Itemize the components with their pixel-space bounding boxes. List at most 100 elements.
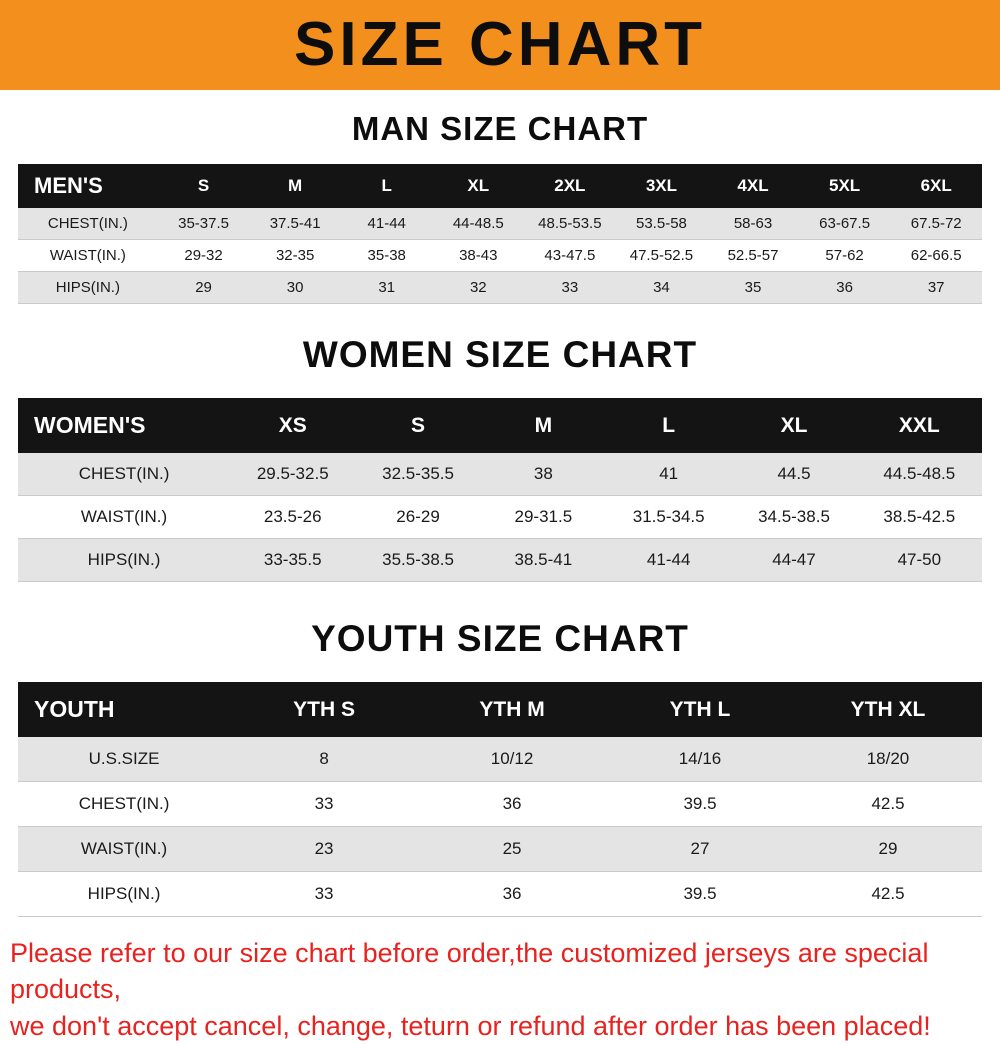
column-header: WOMEN'S <box>18 398 231 453</box>
table-cell: 42.5 <box>871 794 905 813</box>
column-header: L <box>340 164 433 208</box>
row-label: HIPS(IN.) <box>87 550 161 569</box>
column-header: L <box>606 398 732 453</box>
table-cell: 38.5-41 <box>514 550 573 569</box>
table-cell: 33 <box>314 794 334 813</box>
footer-note: Please refer to our size chart before or… <box>10 935 990 1044</box>
table-cell: 53.5-58 <box>636 215 687 232</box>
table-header-row: MEN'S S M L XL 2XL 3XL 4XL 5XL 6XL <box>18 164 982 208</box>
table-cell: 37.5-41 <box>269 215 321 232</box>
table-cell: 23 <box>314 839 334 858</box>
row-label: WAIST(IN.) <box>80 507 168 526</box>
section-heading-youth: YOUTH SIZE CHART <box>311 618 689 659</box>
row-label: HIPS(IN.) <box>55 279 120 296</box>
table-cell: 34 <box>653 279 670 296</box>
table-cell: 23.5-26 <box>263 507 322 526</box>
column-header: YTH L <box>606 682 794 737</box>
column-header: M <box>480 398 607 453</box>
table-row: WAIST(IN.) 29-32 32-35 35-38 38-43 43-47… <box>18 239 982 272</box>
table-row: CHEST(IN.) 35-37.5 37.5-41 41-44 44-48.5… <box>18 208 982 240</box>
table-cell: 32.5-35.5 <box>382 464 454 483</box>
section-heading-women: WOMEN SIZE CHART <box>302 334 698 375</box>
table-cell: 41 <box>659 464 679 483</box>
table-cell: 29-31.5 <box>514 507 573 526</box>
table-cell: 44.5 <box>777 464 811 483</box>
column-header: YTH XL <box>793 682 982 737</box>
row-label: WAIST(IN.) <box>49 247 126 264</box>
column-header: 3XL <box>615 164 708 208</box>
table-cell: 36 <box>502 794 522 813</box>
table-row: CHEST(IN.) 29.5-32.5 32.5-35.5 38 41 44.… <box>18 453 982 496</box>
table-cell: 29 <box>878 839 898 858</box>
table-cell: 38 <box>533 464 553 483</box>
table-cell: 35.5-38.5 <box>382 550 454 569</box>
table-cell: 32-35 <box>275 247 315 264</box>
table-cell: 18/20 <box>866 749 910 768</box>
section-heading-man: MAN SIZE CHART <box>351 110 649 147</box>
column-header: YTH S <box>230 682 419 737</box>
table-cell: 31.5-34.5 <box>632 507 705 526</box>
table-cell: 25 <box>502 839 522 858</box>
table-cell: 35-37.5 <box>178 215 229 232</box>
table-cell: 44-47 <box>772 550 816 569</box>
table-cell: 38-43 <box>459 247 498 264</box>
table-row: CHEST(IN.) 33 36 39.5 42.5 <box>18 781 982 827</box>
row-label: CHEST(IN.) <box>47 215 128 232</box>
table-cell: 47.5-52.5 <box>629 247 694 264</box>
column-header: 6XL <box>890 164 982 208</box>
table-row: WAIST(IN.) 23 25 27 29 <box>18 826 982 872</box>
column-header: YTH M <box>418 682 607 737</box>
row-label: U.S.SIZE <box>88 749 160 768</box>
column-header: XL <box>432 164 525 208</box>
table-cell: 37 <box>927 279 945 296</box>
row-label: HIPS(IN.) <box>87 884 161 903</box>
footer-note-line-1: Please refer to our size chart before or… <box>10 938 929 1005</box>
table-cell: 30 <box>286 279 304 296</box>
table-row: HIPS(IN.) 33 36 39.5 42.5 <box>18 871 982 917</box>
table-cell: 41-44 <box>646 550 691 569</box>
table-cell: 33-35.5 <box>263 550 322 569</box>
footer-note-line-2: we don't accept cancel, change, teturn o… <box>10 1010 931 1041</box>
row-label: CHEST(IN.) <box>78 464 170 483</box>
table-cell: 62-66.5 <box>910 247 962 264</box>
table-cell: 44-48.5 <box>452 215 504 232</box>
column-header: YOUTH <box>18 682 231 737</box>
table-cell: 43-47.5 <box>544 247 596 264</box>
row-label: WAIST(IN.) <box>80 839 168 858</box>
table-cell: 52.5-57 <box>727 247 779 264</box>
column-header: MEN'S <box>18 164 158 208</box>
table-cell: 35-38 <box>367 247 406 264</box>
table-cell: 47-50 <box>897 550 942 569</box>
table-cell: 33 <box>561 279 579 296</box>
table-cell: 58-63 <box>733 215 773 232</box>
table-header-row: YOUTH YTH S YTH M YTH L YTH XL <box>18 682 982 737</box>
table-cell: 39.5 <box>683 884 717 903</box>
table-cell: 36 <box>502 884 522 903</box>
table-header-row: WOMEN'S XS S M L XL XXL <box>18 398 982 453</box>
column-header: XL <box>731 398 857 453</box>
table-cell: 10/12 <box>490 749 534 768</box>
column-header: M <box>249 164 341 208</box>
size-chart-banner: SIZE CHART <box>0 0 1000 90</box>
table-cell: 36 <box>836 279 853 296</box>
table-row: U.S.SIZE 8 10/12 14/16 18/20 <box>18 737 982 782</box>
man-size-table: MEN'S S M L XL 2XL 3XL 4XL 5XL 6XL CHEST… <box>18 164 982 304</box>
table-cell: 44.5-48.5 <box>883 464 956 483</box>
table-cell: 63-67.5 <box>819 215 871 232</box>
table-cell: 35 <box>744 279 762 296</box>
table-cell: 27 <box>690 839 710 858</box>
table-cell: 29 <box>195 279 212 296</box>
women-size-table: WOMEN'S XS S M L XL XXL CHEST(IN.) 29.5-… <box>18 398 982 582</box>
column-header: 5XL <box>798 164 891 208</box>
row-label: CHEST(IN.) <box>78 794 170 813</box>
table-cell: 67.5-72 <box>910 215 962 232</box>
table-cell: 31 <box>378 279 396 296</box>
table-row: HIPS(IN.) 29 30 31 32 33 34 35 36 37 <box>18 271 982 304</box>
column-header: XS <box>230 398 356 453</box>
table-cell: 29.5-32.5 <box>256 464 329 483</box>
table-cell: 34.5-38.5 <box>758 507 830 526</box>
table-cell: 38.5-42.5 <box>883 507 956 526</box>
youth-size-table: YOUTH YTH S YTH M YTH L YTH XL U.S.SIZE … <box>18 682 982 917</box>
column-header: XXL <box>856 398 982 453</box>
table-cell: 8 <box>319 749 329 768</box>
